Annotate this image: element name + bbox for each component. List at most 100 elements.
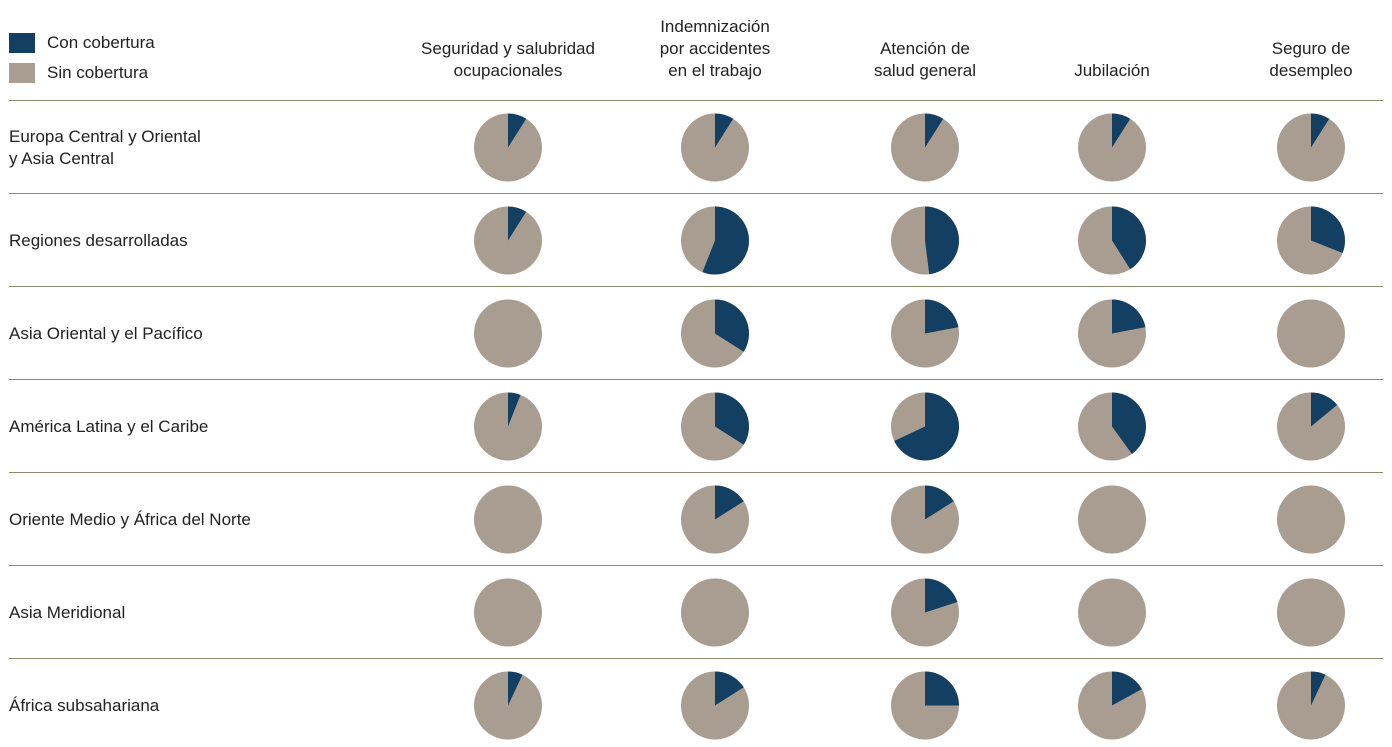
pie-slice-uncovered bbox=[1078, 578, 1146, 647]
row-label-7: África subsahariana bbox=[9, 695, 159, 717]
legend: Con cobertura Sin cobertura bbox=[9, 28, 155, 88]
pie-slice-uncovered bbox=[1277, 299, 1345, 368]
pie-slice-covered bbox=[715, 671, 744, 706]
pie-r6-c2 bbox=[681, 578, 749, 647]
pie-slice-covered bbox=[508, 113, 527, 148]
pie-r4-c5 bbox=[1277, 392, 1345, 461]
row-label-line: Asia Meridional bbox=[9, 602, 126, 622]
row-label-line: América Latina y el Caribe bbox=[9, 416, 209, 436]
pie-slice-covered bbox=[1311, 113, 1330, 148]
row-label-line: Asia Oriental y el Pacífico bbox=[9, 323, 203, 343]
column-header-line: Jubilación bbox=[1074, 61, 1150, 80]
pie-r1-c2 bbox=[681, 113, 749, 182]
pie-r5-c2 bbox=[681, 485, 749, 554]
pie-slice-covered bbox=[925, 206, 959, 275]
column-header-line: en el trabajo bbox=[668, 61, 762, 80]
row-label-line: Regiones desarrolladas bbox=[9, 230, 188, 250]
pie-r7-c3 bbox=[891, 671, 959, 740]
pie-r5-c3 bbox=[891, 485, 959, 554]
pie-r1-c4 bbox=[1078, 113, 1146, 182]
column-header-line: ocupacionales bbox=[453, 61, 563, 80]
pie-r1-c5 bbox=[1277, 113, 1345, 182]
row-label-1: Europa Central y Oriental y Asia Central bbox=[9, 126, 201, 170]
pie-r3-c1 bbox=[474, 299, 542, 368]
column-header-line: por accidentes bbox=[659, 39, 771, 58]
pie-slice-uncovered bbox=[1277, 578, 1345, 647]
pie-slice-covered bbox=[1311, 671, 1326, 706]
pie-slice-covered bbox=[1112, 113, 1131, 148]
pie-r5-c5 bbox=[1277, 485, 1345, 554]
row-label-line: Oriente Medio y África del Norte bbox=[9, 509, 251, 529]
pie-slice-covered bbox=[508, 392, 521, 427]
column-header-line: desempleo bbox=[1269, 61, 1353, 80]
pie-slice-covered bbox=[715, 299, 750, 352]
column-header-5: Seguro de desempleo bbox=[1221, 38, 1392, 82]
pie-r2-c5 bbox=[1277, 206, 1345, 275]
pie-slice-uncovered bbox=[474, 485, 542, 554]
row-divider bbox=[9, 286, 1383, 287]
column-header-line: Seguro de bbox=[1271, 39, 1351, 58]
column-header-line: Seguridad y salubridad bbox=[421, 39, 595, 58]
pie-slice-uncovered bbox=[1078, 485, 1146, 554]
pie-slice-covered bbox=[925, 671, 959, 706]
pie-r7-c1 bbox=[474, 671, 542, 740]
row-divider bbox=[9, 565, 1383, 566]
row-label-line: y Asia Central bbox=[9, 148, 114, 168]
pie-slice-covered bbox=[715, 392, 750, 445]
pie-slice-covered bbox=[1112, 392, 1146, 455]
legend-label-uncovered: Sin cobertura bbox=[47, 63, 149, 82]
legend-label-covered: Con cobertura bbox=[47, 33, 155, 52]
legend-swatch-covered bbox=[9, 33, 35, 53]
row-divider bbox=[9, 472, 1383, 473]
pie-r4-c3 bbox=[891, 392, 960, 461]
column-header-4: Jubilación bbox=[1022, 60, 1202, 82]
pie-r5-c1 bbox=[474, 485, 542, 554]
legend-swatch-uncovered bbox=[9, 63, 35, 83]
row-divider bbox=[9, 658, 1383, 659]
row-divider bbox=[9, 100, 1383, 101]
pie-r7-c5 bbox=[1277, 671, 1345, 740]
pie-r3-c2 bbox=[681, 299, 750, 368]
pie-slice-covered bbox=[1112, 671, 1142, 706]
pie-r6-c5 bbox=[1277, 578, 1345, 647]
pie-r6-c4 bbox=[1078, 578, 1146, 647]
pie-slice-covered bbox=[1112, 206, 1147, 270]
pie-r1-c1 bbox=[474, 113, 542, 182]
pie-slice-covered bbox=[925, 485, 954, 520]
column-header-line: Atención de bbox=[880, 39, 970, 58]
row-label-4: América Latina y el Caribe bbox=[9, 416, 208, 438]
column-header-line: salud general bbox=[873, 61, 977, 80]
row-divider bbox=[9, 379, 1383, 380]
row-label-3: Asia Oriental y el Pacífico bbox=[9, 323, 203, 345]
pie-slice-covered bbox=[1311, 392, 1338, 427]
pie-r6-c3 bbox=[891, 578, 959, 647]
pie-r5-c4 bbox=[1078, 485, 1146, 554]
pie-r1-c3 bbox=[891, 113, 959, 182]
pie-slice-covered bbox=[925, 299, 959, 334]
pie-slice-covered bbox=[715, 485, 744, 520]
pie-r2-c3 bbox=[891, 206, 959, 275]
pie-r3-c3 bbox=[891, 299, 959, 368]
pie-r7-c4 bbox=[1078, 671, 1146, 740]
pie-slice-covered bbox=[1112, 299, 1146, 334]
legend-item-covered: Con cobertura bbox=[9, 28, 155, 58]
pie-slice-covered bbox=[894, 392, 960, 461]
pie-r3-c4 bbox=[1078, 299, 1146, 368]
row-divider bbox=[9, 193, 1383, 194]
pie-r2-c4 bbox=[1078, 206, 1147, 275]
column-header-3: Atención de salud general bbox=[835, 38, 1015, 82]
pie-slice-uncovered bbox=[474, 299, 542, 368]
row-label-line: Europa Central y Oriental bbox=[9, 126, 201, 146]
pie-slice-covered bbox=[925, 578, 958, 613]
pie-slice-covered bbox=[925, 113, 944, 148]
pie-slice-covered bbox=[1311, 206, 1345, 254]
column-header-1: Seguridad y salubridad ocupacionales bbox=[418, 38, 598, 82]
row-label-5: Oriente Medio y África del Norte bbox=[9, 509, 251, 531]
column-header-line: Indemnización bbox=[660, 17, 770, 36]
pie-r4-c1 bbox=[474, 392, 542, 461]
row-label-line: África subsahariana bbox=[9, 695, 160, 715]
pie-r4-c4 bbox=[1078, 392, 1146, 461]
pie-r6-c1 bbox=[474, 578, 542, 647]
column-header-2: Indemnización por accidentes en el trabajo bbox=[625, 16, 805, 82]
